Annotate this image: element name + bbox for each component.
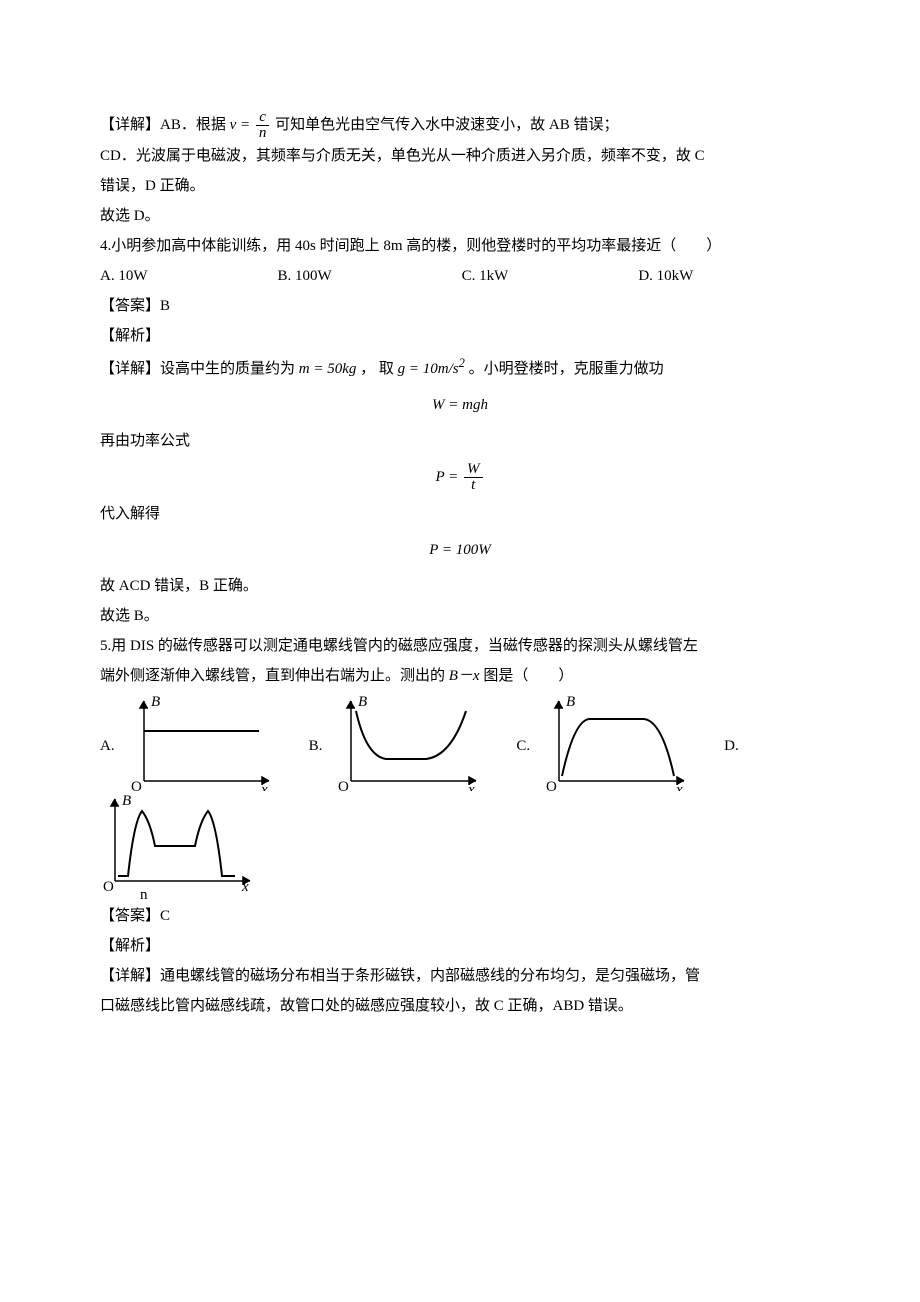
q3-detail-line4: 故选 D。 [100,201,820,231]
svg-text:O: O [338,779,349,791]
graph-B-svg: B x O [326,691,486,791]
bx-label: B－x [449,668,480,684]
q4-jiexi: 【解析】 [100,321,820,351]
q5-stem2: 端外侧逐渐伸入螺线管，直到伸出右端为止。测出的 B－x 图是（ ） [100,661,820,691]
q4-options: A. 10W B. 100W C. 1kW D. 10kW [100,261,820,291]
svg-text:x: x [260,782,268,791]
text: ， 取 [360,361,398,377]
q4-stem: 4.小明参加高中体能训练，用 40s 时间跑上 8m 高的楼，则他登楼时的平均功… [100,231,820,261]
q4-eq2: P = Wt [100,462,820,493]
q5-graph-A: A. B x O [100,691,279,791]
q5-labelA: A. [100,731,115,761]
svg-text:x: x [467,782,475,791]
q5-detail1: 【详解】通电螺线管的磁场分布相当于条形磁铁，内部磁感线的分布均匀，是匀强磁场，管 [100,961,820,991]
graph-D-svg: B x O n [100,791,260,901]
q4-optD: D. 10kW [638,261,693,291]
graph-A-svg: B x O [119,691,279,791]
q4-eq1: W = mgh [100,390,820,420]
svg-text:B: B [566,694,575,710]
q4-eq3: P = 100W [100,535,820,565]
q5-detail2: 口磁感线比管内磁感线疏，故管口处的磁感应强度较小，故 C 正确，ABD 错误。 [100,991,820,1021]
text: 图是（ ） [483,668,573,684]
q5-labelD: D. [724,731,739,761]
q5-jiexi: 【解析】 [100,931,820,961]
q4-power-text: 再由功率公式 [100,426,820,456]
q3-detail-line3: 错误，D 正确。 [100,171,820,201]
q3-detail-line1: 【详解】AB．根据 v = cn 可知单色光由空气传入水中波速变小，故 AB 错… [100,110,820,141]
q4-concl1: 故 ACD 错误，B 正确。 [100,571,820,601]
g-eq: g = 10m/s2 [398,361,465,377]
svg-text:x: x [241,879,249,895]
text: 。小明登楼时，克服重力做功 [469,361,664,377]
q5-answer: 【答案】C [100,901,820,931]
math-v: v = cn [230,117,272,133]
q5-graphs-row2: B x O n [100,791,820,901]
q5-labelC: C. [516,731,530,761]
q4-optB: B. 100W [278,261,332,291]
q5-labelD-wrap: D. [724,731,743,791]
q4-answer: 【答案】B [100,291,820,321]
svg-text:B: B [122,793,131,809]
q4-detail: 【详解】设高中生的质量约为 m = 50kg ， 取 g = 10m/s2 。小… [100,351,820,384]
svg-text:n: n [140,887,148,901]
svg-text:O: O [103,879,114,895]
svg-text:x: x [675,782,683,791]
svg-text:B: B [358,694,367,710]
svg-text:O: O [546,779,557,791]
q5-graph-D: B x O n [100,791,260,901]
text: 端外侧逐渐伸入螺线管，直到伸出右端为止。测出的 [100,668,449,684]
q5-labelB: B. [309,731,323,761]
text: 【详解】AB．根据 [100,117,230,133]
svg-text:B: B [151,694,160,710]
q4-optA: A. 10W [100,261,148,291]
q4-optC: C. 1kW [462,261,509,291]
q3-detail-line2: CD．光波属于电磁波，其频率与介质无关，单色光从一种介质进入另介质，频率不变，故… [100,141,820,171]
graph-C-svg: B x O [534,691,694,791]
text: 【详解】设高中生的质量约为 [100,361,299,377]
q4-concl2: 故选 B。 [100,601,820,631]
q5-graph-C: C. B x O [516,691,694,791]
m-eq: m = 50kg [299,361,357,377]
q5-graphs-row1: A. B x O B. B x O [100,691,820,791]
q5-graph-B: B. B x O [309,691,487,791]
text: 可知单色光由空气传入水中波速变小，故 AB 错误； [275,117,618,133]
q5-stem1: 5.用 DIS 的磁传感器可以测定通电螺线管内的磁感应强度，当磁传感器的探测头从… [100,631,820,661]
q4-sub-text: 代入解得 [100,499,820,529]
svg-text:O: O [131,779,142,791]
